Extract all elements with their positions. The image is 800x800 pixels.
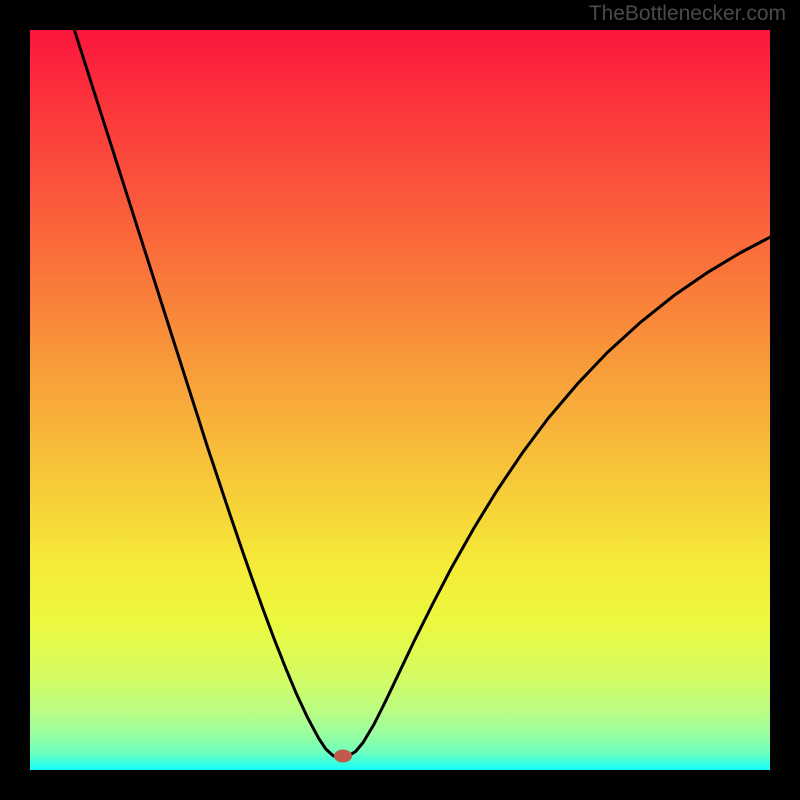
minimum-marker [334, 749, 352, 762]
watermark-text: TheBottlenecker.com [589, 2, 786, 26]
plot-area [30, 30, 770, 770]
bottleneck-curve [30, 30, 770, 770]
